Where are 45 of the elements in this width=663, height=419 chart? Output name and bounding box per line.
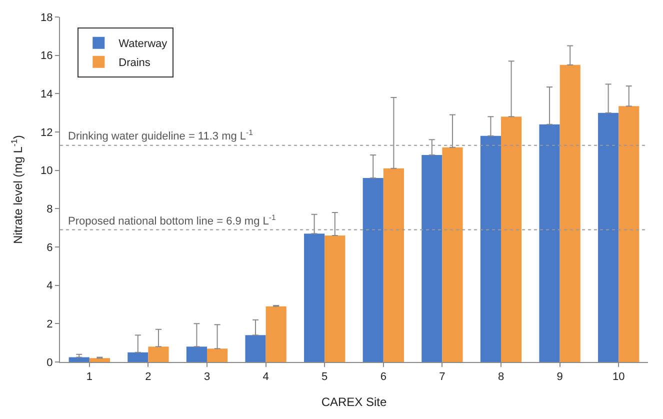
y-tick-label: 8 [46, 204, 53, 216]
x-tick-label: 8 [498, 371, 504, 384]
x-tick-label: 5 [322, 371, 328, 384]
bar [362, 178, 384, 362]
bar [148, 346, 169, 362]
y-tick-label: 14 [40, 88, 53, 101]
x-tick-label: 9 [556, 371, 563, 384]
y-tick-label: 0 [46, 356, 53, 369]
x-tick-label: 10 [612, 371, 625, 384]
ref-line-label: Drinking water guideline = 11.3 mg L$^{-1}$ [68, 128, 253, 143]
legend-label: Drains [118, 57, 151, 70]
x-tick-label: 4 [262, 371, 269, 384]
x-tick-label: 2 [145, 371, 152, 384]
bar [618, 106, 640, 362]
legend-label: Waterway [118, 38, 168, 50]
bar [245, 335, 266, 362]
y-tick-label: 6 [46, 242, 53, 254]
bar [480, 136, 501, 362]
bar [89, 358, 110, 362]
bar [501, 116, 522, 362]
x-tick-label: 6 [380, 371, 386, 384]
bar [422, 155, 442, 362]
bar [266, 306, 286, 362]
bar [68, 357, 90, 362]
bar [442, 147, 463, 362]
bar [128, 352, 148, 362]
bar [539, 124, 560, 362]
y-tick-label: 4 [46, 280, 53, 292]
x-tick-label: 3 [204, 371, 210, 384]
x-tick-label: 1 [86, 371, 92, 384]
bar [186, 346, 207, 362]
bar [324, 236, 346, 362]
bar [560, 64, 580, 362]
bar [383, 168, 404, 362]
y-tick-label: 10 [40, 165, 53, 178]
bar [598, 112, 619, 362]
ref-line-label: Proposed national bottom line = 6.9 mg L$^{-1}$ [68, 213, 276, 228]
y-tick-label: 18 [40, 12, 53, 24]
x-axis-title: CAREX Site [321, 395, 387, 410]
bar [207, 348, 228, 362]
y-tick-label: 2 [46, 318, 53, 331]
y-tick-label: 12 [40, 126, 53, 139]
x-tick-label: 7 [439, 371, 446, 384]
y-tick-label: 16 [40, 50, 53, 62]
bar [304, 234, 325, 362]
